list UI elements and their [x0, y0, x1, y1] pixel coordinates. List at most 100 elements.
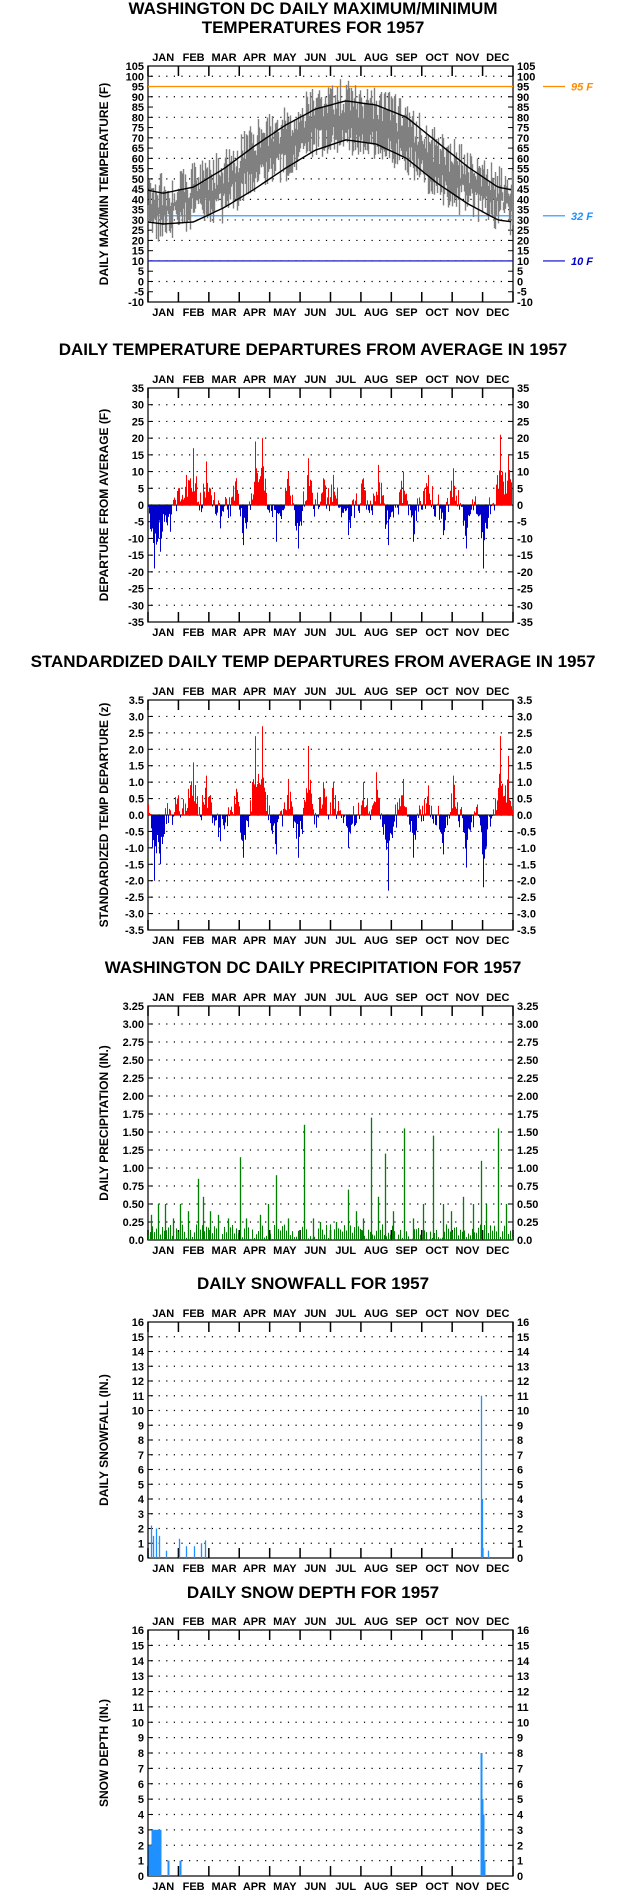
- y-tick-label-right: 2.5: [517, 728, 532, 740]
- y-tick-label-right: 35: [517, 205, 529, 217]
- y-tick-label-right: 3.25: [517, 1001, 538, 1013]
- y-tick-label-right: 0: [517, 1871, 523, 1883]
- normal-min-line: [147, 139, 512, 225]
- month-label-top: DEC: [486, 1616, 509, 1628]
- month-label-bottom: JUN: [304, 307, 326, 319]
- y-tick-label-left: 1.50: [123, 1127, 144, 1139]
- month-label-top: MAR: [212, 1616, 237, 1628]
- month-label-bottom: AUG: [364, 1563, 388, 1575]
- month-label-top: JUN: [304, 992, 326, 1004]
- y-tick-label-right: -30: [517, 600, 533, 612]
- chart-snow: DAILY SNOWFALL FOR 1957 JAN JAN FEB FEB MAR MA…: [97, 1274, 530, 1575]
- plot-frame: [147, 1629, 514, 1877]
- month-label-bottom: AUG: [364, 627, 388, 639]
- y-tick-label-right: 1.5: [517, 761, 532, 773]
- y-tick-label-left: -20: [128, 567, 144, 579]
- month-label-bottom: NOV: [455, 627, 480, 639]
- month-label-top: JUN: [304, 1616, 326, 1628]
- y-tick-label-left: 5: [138, 1479, 144, 1491]
- month-label-top: JUL: [335, 992, 356, 1004]
- y-tick-label-left: -10: [128, 297, 144, 309]
- month-label-top: APR: [243, 1308, 266, 1320]
- y-tick-label-right: 95: [517, 82, 529, 94]
- month-label-bottom: NOV: [455, 935, 480, 947]
- y-tick-label-right: 11: [517, 1391, 529, 1403]
- y-tick-label-left: -30: [128, 600, 144, 612]
- y-axis-label: DAILY PRECIPITATION (IN.): [97, 1045, 111, 1201]
- month-label-top: APR: [243, 992, 266, 1004]
- month-label-top: OCT: [425, 686, 449, 698]
- month-label-top: NOV: [455, 686, 480, 698]
- month-label-bottom: AUG: [364, 307, 388, 319]
- month-label-top: JUL: [335, 1308, 356, 1320]
- month-label-bottom: SEP: [396, 1881, 418, 1893]
- month-label-top: DEC: [486, 1308, 509, 1320]
- y-tick-label-right: -3.0: [517, 909, 536, 921]
- y-tick-label-right: -10: [517, 297, 533, 309]
- month-label-bottom: APR: [243, 627, 266, 639]
- y-tick-label-right: 0: [517, 500, 523, 512]
- month-label-top: OCT: [425, 992, 449, 1004]
- month-label-top: JAN: [152, 52, 174, 64]
- y-tick-label-left: 60: [132, 153, 144, 165]
- month-label-top: JAN: [152, 1308, 174, 1320]
- y-tick-label-right: -2.5: [517, 892, 536, 904]
- y-tick-label-right: 0: [517, 276, 523, 288]
- y-tick-label-right: 50: [517, 174, 529, 186]
- y-tick-label-right: 0: [517, 1553, 523, 1565]
- y-tick-label-right: 25: [517, 416, 529, 428]
- y-tick-label-right: -3.5: [517, 925, 536, 937]
- month-label-bottom: SEP: [396, 307, 418, 319]
- y-tick-label-right: 100: [517, 71, 535, 83]
- y-tick-label-right: -2.0: [517, 876, 536, 888]
- month-label-top: APR: [243, 52, 266, 64]
- y-tick-label-right: 15: [517, 1332, 529, 1344]
- y-tick-label-right: 1.75: [517, 1109, 538, 1121]
- y-axis-label: DAILY SNOWFALL (IN.): [97, 1374, 111, 1506]
- month-label-bottom: SEP: [396, 627, 418, 639]
- month-label-top: JUN: [304, 374, 326, 386]
- month-label-bottom: JUL: [335, 1245, 356, 1257]
- chart-dep: DAILY TEMPERATURE DEPARTURES FROM AVERAG…: [59, 340, 568, 639]
- y-tick-label-right: 1.00: [517, 1163, 538, 1175]
- y-tick-label-left: 25: [132, 225, 144, 237]
- y-tick-label-left: 16: [132, 1317, 144, 1329]
- month-label-bottom: DEC: [486, 1563, 509, 1575]
- y-tick-label-left: 10: [132, 256, 144, 268]
- y-tick-label-left: 0.0: [129, 1235, 144, 1247]
- y-tick-label-left: 35: [132, 383, 144, 395]
- month-label-top: OCT: [425, 1616, 449, 1628]
- month-label-bottom: JAN: [152, 1245, 174, 1257]
- y-tick-label-left: 0.50: [123, 1199, 144, 1211]
- y-tick-label-left: 2.50: [123, 1055, 144, 1067]
- y-tick-label-left: 14: [132, 1347, 145, 1359]
- normal-max-line: [147, 100, 512, 194]
- y-tick-label-right: -15: [517, 550, 533, 562]
- y-tick-label-left: 13: [132, 1671, 144, 1683]
- y-tick-label-right: 1.0: [517, 777, 532, 789]
- y-tick-label-left: 1.0: [129, 777, 144, 789]
- y-tick-label-left: 3.5: [129, 695, 144, 707]
- month-label-top: FEB: [183, 1616, 205, 1628]
- month-label-bottom: DEC: [486, 307, 509, 319]
- y-tick-label-left: 1.5: [129, 761, 144, 773]
- month-label-top: MAY: [273, 374, 297, 386]
- y-tick-label-left: 15: [132, 246, 144, 258]
- month-label-top: SEP: [396, 1308, 418, 1320]
- y-tick-label-right: -0.5: [517, 826, 536, 838]
- y-tick-label-left: 2.5: [129, 728, 144, 740]
- month-label-top: FEB: [183, 1308, 205, 1320]
- y-tick-label-left: 15: [132, 1332, 144, 1344]
- y-tick-label-right: 0.0: [517, 810, 532, 822]
- y-tick-label-left: 20: [132, 235, 144, 247]
- y-tick-label-right: -20: [517, 567, 533, 579]
- y-tick-label-left: -35: [128, 617, 144, 629]
- month-label-bottom: MAY: [273, 627, 297, 639]
- month-label-top: SEP: [396, 52, 418, 64]
- y-tick-label-right: 15: [517, 450, 529, 462]
- y-tick-label-right: 6: [517, 1779, 523, 1791]
- y-tick-label-left: 3.00: [123, 1019, 144, 1031]
- y-tick-label-left: 3: [138, 1825, 144, 1837]
- y-tick-label-left: -5: [134, 517, 144, 529]
- reference-label-10: 10 F: [571, 256, 593, 268]
